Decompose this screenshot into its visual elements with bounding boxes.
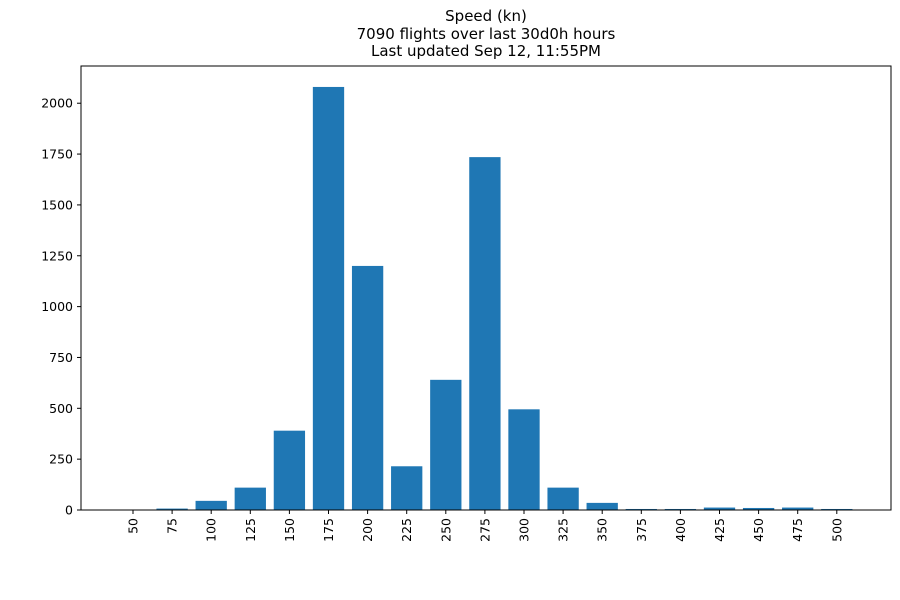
x-tick-label-375: 375 xyxy=(634,518,649,542)
x-tick-label-75: 75 xyxy=(165,518,180,534)
x-tick-label-275: 275 xyxy=(477,518,492,542)
bar-175 xyxy=(312,86,345,510)
y-tick-label-0: 0 xyxy=(65,503,73,518)
y-tick-label-500: 500 xyxy=(49,401,73,416)
bar-200 xyxy=(351,265,384,510)
bars-group xyxy=(117,86,853,510)
x-tick-label-200: 200 xyxy=(360,518,375,542)
bar-400 xyxy=(664,508,697,510)
bar-275 xyxy=(469,157,501,510)
chart-subtitle-flights: 7090 flights over last 30d0h hours xyxy=(356,24,616,43)
x-tick-label-150: 150 xyxy=(282,518,297,542)
bar-250 xyxy=(430,379,462,510)
y-axis: 0 250 500 750 1000 1250 1500 1750 2000 xyxy=(41,96,81,518)
x-tick-label-50: 50 xyxy=(126,518,141,534)
bar-125 xyxy=(234,487,266,510)
plot-frame xyxy=(80,65,892,511)
x-tick-label-425: 425 xyxy=(712,518,727,542)
chart-subtitle-updated: Last updated Sep 12, 11:55PM xyxy=(370,42,602,60)
x-tick-label-125: 125 xyxy=(243,518,258,542)
x-tick-label-325: 325 xyxy=(556,518,571,542)
bar-75 xyxy=(156,508,188,510)
bar-350 xyxy=(586,502,618,510)
bar-375 xyxy=(625,508,657,510)
bar-150 xyxy=(273,430,306,510)
y-tick-label-750: 750 xyxy=(49,350,73,365)
x-tick-label-350: 350 xyxy=(595,518,610,542)
x-tick-label-100: 100 xyxy=(204,518,219,542)
bar-450 xyxy=(742,507,775,510)
bar-475 xyxy=(782,507,814,510)
x-tick-label-175: 175 xyxy=(321,518,336,542)
bar-100 xyxy=(195,500,227,510)
x-tick-label-300: 300 xyxy=(517,518,532,542)
x-tick-label-250: 250 xyxy=(438,518,453,542)
x-tick-label-475: 475 xyxy=(790,518,805,542)
x-tick-label-500: 500 xyxy=(829,518,844,542)
chart-title-block: Speed (kn) 7090 flights over last 30d0h … xyxy=(81,7,891,61)
x-tick-label-225: 225 xyxy=(399,518,414,542)
y-tick-label-250: 250 xyxy=(49,452,73,467)
y-tick-label-1250: 1250 xyxy=(41,248,73,263)
y-tick-label-1500: 1500 xyxy=(41,197,73,212)
y-tick-label-2000: 2000 xyxy=(41,96,73,111)
bar-225 xyxy=(391,466,423,510)
y-tick-label-1750: 1750 xyxy=(41,147,73,162)
bar-500 xyxy=(821,508,853,510)
x-axis: 50 75 100 125 150 175 200 225 250 275 300 325 350 375… xyxy=(126,510,844,542)
bar-325 xyxy=(547,487,579,510)
y-tick-label-1000: 1000 xyxy=(41,299,73,314)
x-tick-label-450: 450 xyxy=(751,518,766,542)
bar-300 xyxy=(508,409,540,510)
x-tick-label-400: 400 xyxy=(673,518,688,542)
bar-425 xyxy=(703,507,736,510)
chart-title: Speed (kn) xyxy=(445,7,527,25)
